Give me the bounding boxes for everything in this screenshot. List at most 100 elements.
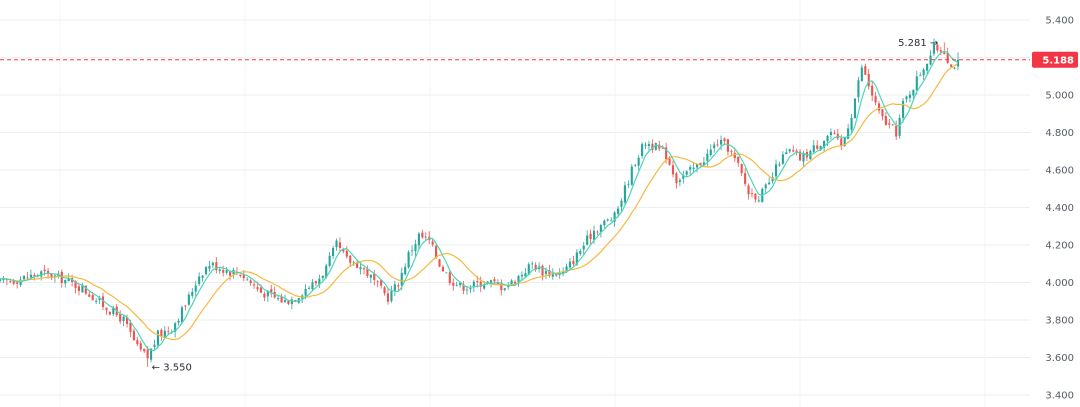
candle bbox=[627, 180, 630, 188]
candle bbox=[926, 63, 929, 76]
candle bbox=[678, 177, 681, 187]
y-tick-label: 4.000 bbox=[1045, 278, 1074, 289]
candle bbox=[771, 172, 774, 184]
candle bbox=[826, 134, 829, 147]
candle bbox=[414, 239, 417, 257]
candle bbox=[421, 229, 424, 239]
y-tick-label: 5.000 bbox=[1045, 91, 1074, 102]
candle bbox=[407, 250, 410, 269]
candle bbox=[67, 273, 70, 282]
candle bbox=[816, 140, 819, 151]
candle bbox=[369, 274, 372, 284]
candle bbox=[733, 148, 736, 163]
candle bbox=[455, 281, 458, 287]
candle bbox=[781, 151, 784, 165]
candle bbox=[356, 260, 359, 269]
candle bbox=[307, 285, 311, 290]
candle bbox=[139, 340, 142, 352]
candle bbox=[311, 279, 314, 292]
candle bbox=[579, 248, 582, 256]
candle bbox=[943, 42, 946, 55]
candle bbox=[596, 230, 599, 235]
y-axis[interactable]: 3.400 3.600 3.800 4.000 4.200 4.400 4.600 4.800… bbox=[1032, 16, 1078, 402]
candle bbox=[953, 67, 956, 70]
candle bbox=[232, 267, 235, 279]
candle bbox=[534, 262, 537, 272]
candle bbox=[871, 81, 874, 102]
candle bbox=[328, 251, 331, 268]
candle bbox=[22, 275, 26, 281]
candle bbox=[929, 50, 932, 66]
candle bbox=[53, 274, 57, 283]
candle bbox=[647, 140, 651, 152]
candle bbox=[462, 281, 465, 295]
y-tick-label: 3.400 bbox=[1045, 391, 1074, 402]
candle bbox=[768, 177, 771, 185]
candle bbox=[654, 142, 657, 151]
moving-averages bbox=[0, 50, 959, 352]
slow-moving-average bbox=[0, 62, 959, 341]
candle bbox=[349, 255, 352, 268]
candle bbox=[266, 290, 269, 302]
candle bbox=[404, 263, 407, 276]
candle bbox=[836, 128, 839, 140]
candle bbox=[685, 170, 688, 178]
y-tick-label: 3.800 bbox=[1045, 316, 1074, 327]
candle bbox=[60, 269, 63, 288]
candle bbox=[898, 114, 901, 139]
candle bbox=[270, 284, 273, 298]
candle bbox=[215, 257, 218, 274]
candle bbox=[187, 291, 190, 306]
candle bbox=[675, 171, 678, 189]
candle bbox=[589, 229, 592, 245]
y-tick-label: 4.600 bbox=[1045, 166, 1074, 177]
candle bbox=[912, 89, 915, 99]
candle bbox=[441, 265, 445, 272]
candle bbox=[634, 163, 637, 168]
candle bbox=[644, 142, 647, 150]
candle bbox=[630, 163, 633, 186]
candle bbox=[479, 276, 482, 293]
candle bbox=[263, 291, 266, 302]
candle bbox=[919, 72, 922, 77]
current-price-label: 5.188 bbox=[1042, 55, 1074, 66]
candle bbox=[105, 307, 108, 315]
candle bbox=[366, 265, 369, 278]
candle bbox=[500, 279, 503, 296]
candle bbox=[932, 38, 936, 57]
candle bbox=[671, 160, 675, 178]
candle bbox=[198, 272, 201, 287]
candle bbox=[857, 76, 860, 103]
candle bbox=[774, 159, 778, 181]
candle bbox=[424, 232, 427, 241]
candle bbox=[785, 148, 788, 155]
candle bbox=[891, 124, 894, 126]
candlesticks bbox=[0, 38, 960, 367]
candle bbox=[864, 63, 867, 76]
candle bbox=[246, 277, 249, 281]
candle bbox=[204, 265, 208, 276]
candle bbox=[393, 280, 396, 297]
fast-moving-average bbox=[0, 50, 959, 352]
candle bbox=[709, 144, 712, 157]
candle bbox=[318, 274, 321, 289]
candle bbox=[160, 328, 163, 341]
candle bbox=[77, 283, 81, 296]
candle bbox=[874, 91, 877, 106]
candle bbox=[599, 223, 602, 238]
candle bbox=[946, 47, 949, 64]
candle bbox=[390, 285, 393, 303]
candle bbox=[143, 348, 146, 354]
candle bbox=[692, 162, 695, 172]
candle bbox=[136, 336, 139, 347]
candle bbox=[174, 321, 177, 338]
candle bbox=[208, 261, 211, 272]
candle bbox=[527, 262, 530, 276]
candle bbox=[383, 286, 386, 296]
candle bbox=[397, 282, 400, 291]
candle bbox=[568, 257, 572, 271]
candle bbox=[98, 295, 101, 304]
candle bbox=[764, 183, 767, 193]
